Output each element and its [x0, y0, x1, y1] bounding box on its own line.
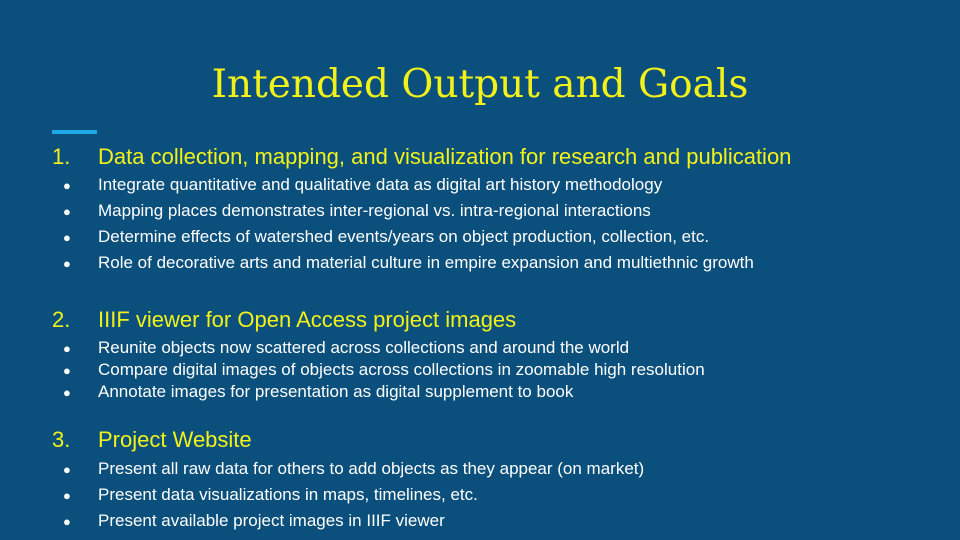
section-number: 1.	[52, 144, 71, 169]
bullet-text: Annotate images for presentation as digi…	[98, 382, 574, 401]
section-data-collection: 1. Data collection, mapping, and visuali…	[52, 144, 932, 276]
list-item: ● Present data visualizations in maps, ti…	[52, 482, 932, 508]
bullet-list: ● Integrate quantitative and qualitative …	[52, 172, 932, 276]
list-item: ● Compare digital images of objects acros…	[52, 359, 932, 381]
section-heading: 3. Project Website	[52, 427, 932, 453]
title-accent-bar	[52, 130, 97, 134]
list-item: ● Determine effects of watershed events/y…	[52, 224, 932, 250]
section-heading-text: Data collection, mapping, and visualizat…	[98, 144, 792, 169]
section-number: 2.	[52, 307, 71, 332]
section-number: 3.	[52, 427, 71, 452]
bullet-icon: ●	[63, 341, 71, 356]
section-heading-text: IIIF viewer for Open Access project imag…	[98, 307, 517, 332]
bullet-text: Mapping places demonstrates inter-region…	[98, 201, 651, 220]
bullet-icon: ●	[63, 230, 71, 245]
list-item: ● Reunite objects now scattered across co…	[52, 337, 932, 359]
bullet-text: Present all raw data for others to add o…	[98, 459, 645, 478]
bullet-icon: ●	[63, 363, 71, 378]
section-heading: 2. IIIF viewer for Open Access project i…	[52, 307, 932, 333]
slide-title: Intended Output and Goals	[211, 62, 749, 107]
bullet-list: ● Reunite objects now scattered across co…	[52, 337, 932, 403]
section-heading-text: Project Website	[98, 427, 252, 452]
bullet-icon: ●	[63, 204, 71, 219]
list-item: ● Role of decorative arts and material cu…	[52, 250, 932, 276]
section-heading: 1. Data collection, mapping, and visuali…	[52, 144, 932, 170]
bullet-icon: ●	[63, 514, 71, 529]
bullet-icon: ●	[63, 256, 71, 271]
section-iiif-viewer: 2. IIIF viewer for Open Access project i…	[52, 307, 932, 403]
bullet-text: Reunite objects now scattered across col…	[98, 338, 630, 357]
bullet-text: Role of decorative arts and material cul…	[98, 253, 754, 272]
bullet-list: ● Present all raw data for others to add …	[52, 456, 932, 534]
bullet-icon: ●	[63, 178, 71, 193]
bullet-icon: ●	[63, 488, 71, 503]
bullet-text: Present available project images in IIIF…	[98, 511, 445, 530]
bullet-text: Determine effects of watershed events/ye…	[98, 227, 710, 246]
list-item: ● Present all raw data for others to add …	[52, 456, 932, 482]
list-item: ● Present available project images in III…	[52, 508, 932, 534]
list-item: ● Mapping places demonstrates inter-regio…	[52, 198, 932, 224]
list-item: ● Integrate quantitative and qualitative …	[52, 172, 932, 198]
bullet-text: Present data visualizations in maps, tim…	[98, 485, 478, 504]
bullet-text: Integrate quantitative and qualitative d…	[98, 175, 663, 194]
bullet-text: Compare digital images of objects across…	[98, 360, 705, 379]
list-item: ● Annotate images for presentation as dig…	[52, 381, 932, 403]
bullet-icon: ●	[63, 462, 71, 477]
section-project-website: 3. Project Website ● Present all raw data…	[52, 427, 932, 534]
bullet-icon: ●	[63, 385, 71, 400]
